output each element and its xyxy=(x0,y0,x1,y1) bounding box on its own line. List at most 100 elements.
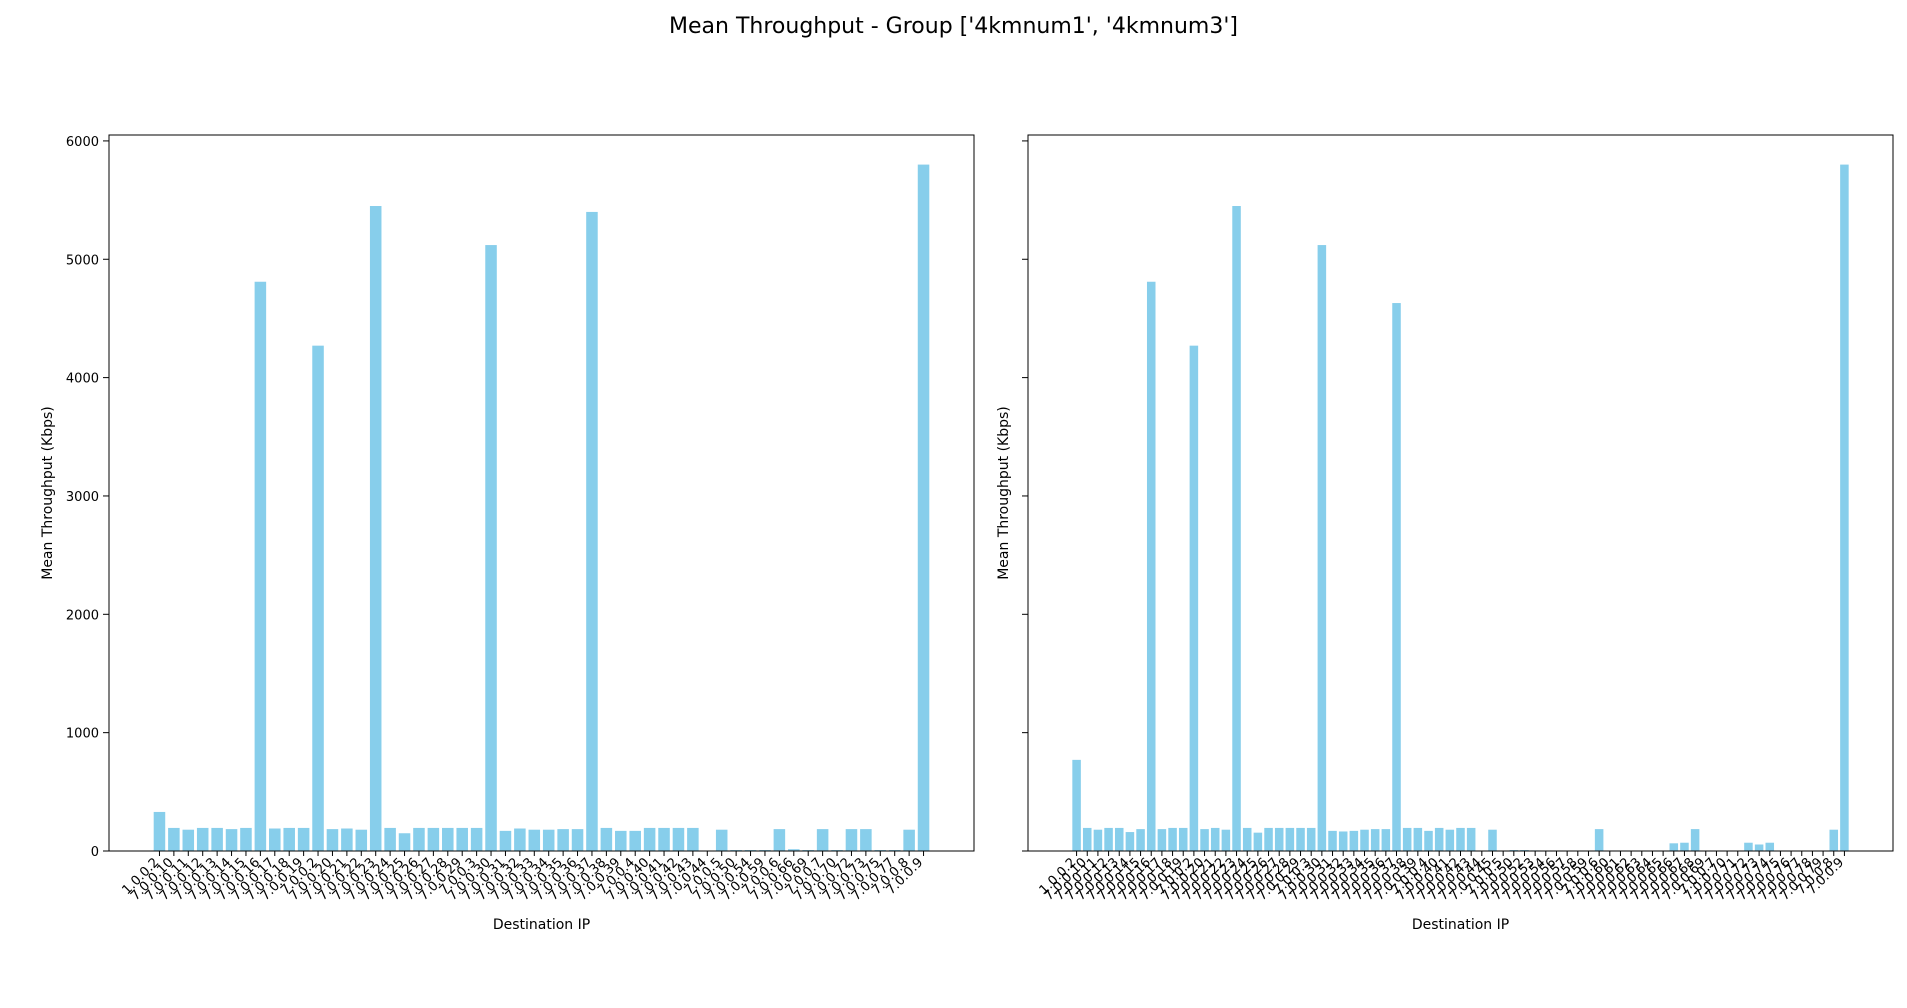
bar-7-0-0-66 xyxy=(788,849,800,851)
bar-7-0-0-29 xyxy=(456,827,468,851)
bar-7-0-0-25 xyxy=(1253,832,1263,851)
y-tick-label: 0 xyxy=(91,845,99,860)
bar-7-0-0-39 xyxy=(615,830,627,851)
bar-1-0-0-2 xyxy=(153,811,166,851)
bar-7-0-0-33 xyxy=(1349,830,1359,851)
y-tick-label: 6000 xyxy=(66,135,99,150)
bar-7-0-0-25 xyxy=(398,833,411,851)
bar-7-0-0-38 xyxy=(1402,827,1412,851)
bar-7-0-0-5 xyxy=(715,829,728,851)
bar-7-0-0-22 xyxy=(1221,829,1231,851)
y-tick-label: 3000 xyxy=(66,490,99,505)
bar-7-0-0-42 xyxy=(1456,827,1465,851)
x-axis-label: Destination IP xyxy=(493,917,590,933)
bar-7-0-0-26 xyxy=(1264,827,1273,851)
bar-7-0-0-31 xyxy=(1328,830,1337,851)
bar-7-0-0-13 xyxy=(211,827,223,851)
bar-7-0-0-73 xyxy=(1754,844,1764,851)
bar-7-0-0-23 xyxy=(369,206,382,851)
bar-7-0-0-20 xyxy=(326,829,339,851)
bar-7-0-0-34 xyxy=(542,829,555,851)
y-tick-label: 1000 xyxy=(66,727,99,742)
bar-7-0-0-11 xyxy=(1093,829,1103,851)
bar-7-0-0-14 xyxy=(225,829,238,851)
bar-7-0-0-6 xyxy=(1594,829,1604,851)
bar-7-0-0-14 xyxy=(1125,832,1135,851)
bar-7-0-0-18 xyxy=(283,827,295,851)
bar-1-0-0-2 xyxy=(1072,759,1081,851)
bar-7-0-0-16 xyxy=(254,281,267,851)
bar-7-0-0-38 xyxy=(600,827,613,851)
bar-7-0-0-35 xyxy=(557,829,569,851)
bar-7-0-0-26 xyxy=(413,827,425,851)
bar-7-0-0-21 xyxy=(1210,827,1220,851)
plot-frame xyxy=(1027,134,1894,852)
bar-7-0-0-23 xyxy=(1232,206,1241,851)
bar-7-0-0-42 xyxy=(672,827,685,851)
y-tick-label: 2000 xyxy=(66,608,99,623)
bar-7-0-0-30 xyxy=(1317,245,1327,851)
bar-7-0-0-12 xyxy=(1104,827,1113,851)
bar-7-0-0-30 xyxy=(485,245,497,851)
bar-7-0-0-9 xyxy=(1840,164,1849,852)
bar-7-0-0-19 xyxy=(1178,827,1188,851)
bar-7-0-0-8 xyxy=(903,829,915,851)
y-axis-label: Mean Throughput (Kbps) xyxy=(996,406,1012,580)
bar-7-0-0-43 xyxy=(1466,827,1476,851)
bar-7-0-0-17 xyxy=(1157,829,1167,851)
bar-7-0-0-24 xyxy=(384,827,396,851)
bar-7-0-0-8 xyxy=(1829,829,1839,851)
bar-7-0-0-40 xyxy=(1434,827,1444,851)
y-axis-label: Mean Throughput (Kbps) xyxy=(40,406,56,580)
bar-7-0-0-68 xyxy=(1690,829,1700,851)
bar-7-0-0-72 xyxy=(1744,842,1753,851)
bar-7-0-0-4 xyxy=(1424,830,1433,851)
x-axis-label: Destination IP xyxy=(1412,917,1509,933)
bar-7-0-0-41 xyxy=(1445,829,1455,851)
bar-7-0-0-21 xyxy=(341,828,353,851)
bar-7-0-0-31 xyxy=(499,830,512,851)
bar-7-0-0-10 xyxy=(1082,827,1092,851)
bar-7-0-0-22 xyxy=(355,829,368,851)
bar-7-0-0-7 xyxy=(816,829,829,851)
bar-7-0-0-18 xyxy=(1168,827,1177,851)
bar-7-0-0-35 xyxy=(1370,829,1380,851)
y-tick-label: 5000 xyxy=(66,253,99,268)
bar-7-0-0-13 xyxy=(1114,827,1124,851)
bar-7-0-0-36 xyxy=(571,829,584,851)
bar-7-0-0-40 xyxy=(643,827,656,851)
bar-7-0-0-36 xyxy=(1381,829,1391,851)
bar-7-0-0-32 xyxy=(514,828,526,851)
bar-7-0-0-11 xyxy=(182,829,195,851)
bar-7-0-0-33 xyxy=(528,829,541,851)
bar-7-0-0-2 xyxy=(312,345,324,851)
bar-7-0-0-9 xyxy=(917,164,930,852)
bar-7-0-0-32 xyxy=(1338,831,1348,851)
plot-frame xyxy=(108,134,975,852)
bar-7-0-0-28 xyxy=(442,827,454,851)
bar-7-0-0-43 xyxy=(687,827,699,851)
bar-7-0-0-10 xyxy=(168,827,180,851)
bar-7-0-0-67 xyxy=(1680,842,1689,851)
bar-7-0-0-27 xyxy=(1274,827,1284,851)
bar-7-0-0-41 xyxy=(658,827,670,851)
bar-7-0-0-72 xyxy=(845,829,858,851)
bar-7-0-0-29 xyxy=(1296,827,1305,851)
bar-7-0-0-20 xyxy=(1200,829,1209,851)
chart-panel-right: 1.0.0.27.0.0.107.0.0.117.0.0.127.0.0.137… xyxy=(996,134,1894,933)
bar-7-0-0-39 xyxy=(1413,827,1423,851)
bar-7-0-0-17 xyxy=(269,828,281,851)
bar-7-0-0-37 xyxy=(1392,303,1401,851)
bar-7-0-0-15 xyxy=(240,827,252,851)
bar-7-0-0-3 xyxy=(470,827,483,851)
bar-7-0-0-4 xyxy=(629,830,641,851)
bar-7-0-0-6 xyxy=(773,829,786,851)
bar-7-0-0-28 xyxy=(1285,827,1295,851)
bar-7-0-0-73 xyxy=(860,829,872,851)
y-tick-label: 4000 xyxy=(66,372,99,387)
bar-7-0-0-24 xyxy=(1242,827,1252,851)
bar-7-0-0-27 xyxy=(427,827,440,851)
bar-7-0-0-3 xyxy=(1306,827,1316,851)
bar-7-0-0-34 xyxy=(1360,829,1369,851)
